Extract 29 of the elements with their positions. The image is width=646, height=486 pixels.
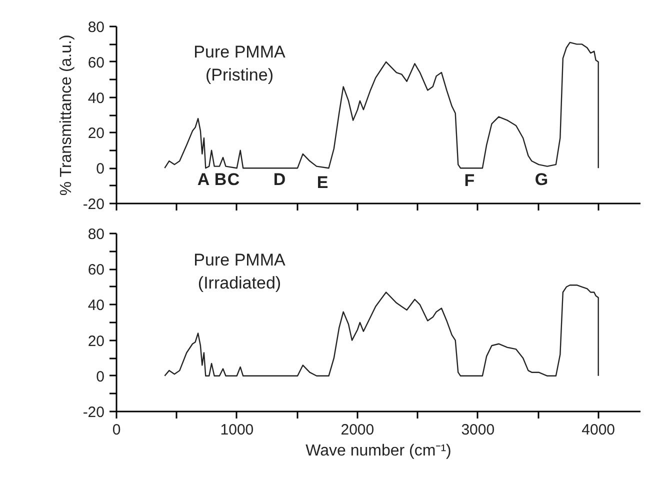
y-tick-label: 40 [88,90,105,107]
y-axis-title: % Transmittance (a.u.) [58,34,75,196]
x-tick-label: 2000 [340,422,374,438]
y-tick-label: 20 [88,125,105,142]
annotation: E [316,173,328,192]
y-tick-label: 80 [88,226,105,243]
y-tick-label: -20 [82,196,105,213]
annotation: G [534,170,548,189]
x-tick-label: 1000 [220,422,254,438]
x-tick-label: 3000 [461,422,495,438]
y-tick-label: -20 [82,404,105,421]
annotation: C [227,170,240,189]
y-tick-label: 20 [88,332,105,350]
annotation: B [214,170,227,189]
x-axis-title: Wave number (cm⁻¹) [306,442,452,460]
x-tick-label: 4000 [582,422,616,438]
annotation: F [464,171,475,190]
y-tick-label: 0 [96,160,104,178]
y-tick-label: 60 [88,262,105,279]
annotation: A [197,170,210,189]
annotation: Pure PMMA (Pristine) [194,42,286,84]
annotation: Pure PMMA (Irradiated) [194,250,286,292]
x-tick-label: 0 [112,422,121,438]
y-tick-label: 80 [88,19,105,36]
y-tick-label: 0 [96,368,104,386]
line-series [164,42,599,169]
annotation: D [273,170,286,189]
y-tick-label: 40 [88,297,105,314]
y-tick-label: 60 [88,54,105,72]
